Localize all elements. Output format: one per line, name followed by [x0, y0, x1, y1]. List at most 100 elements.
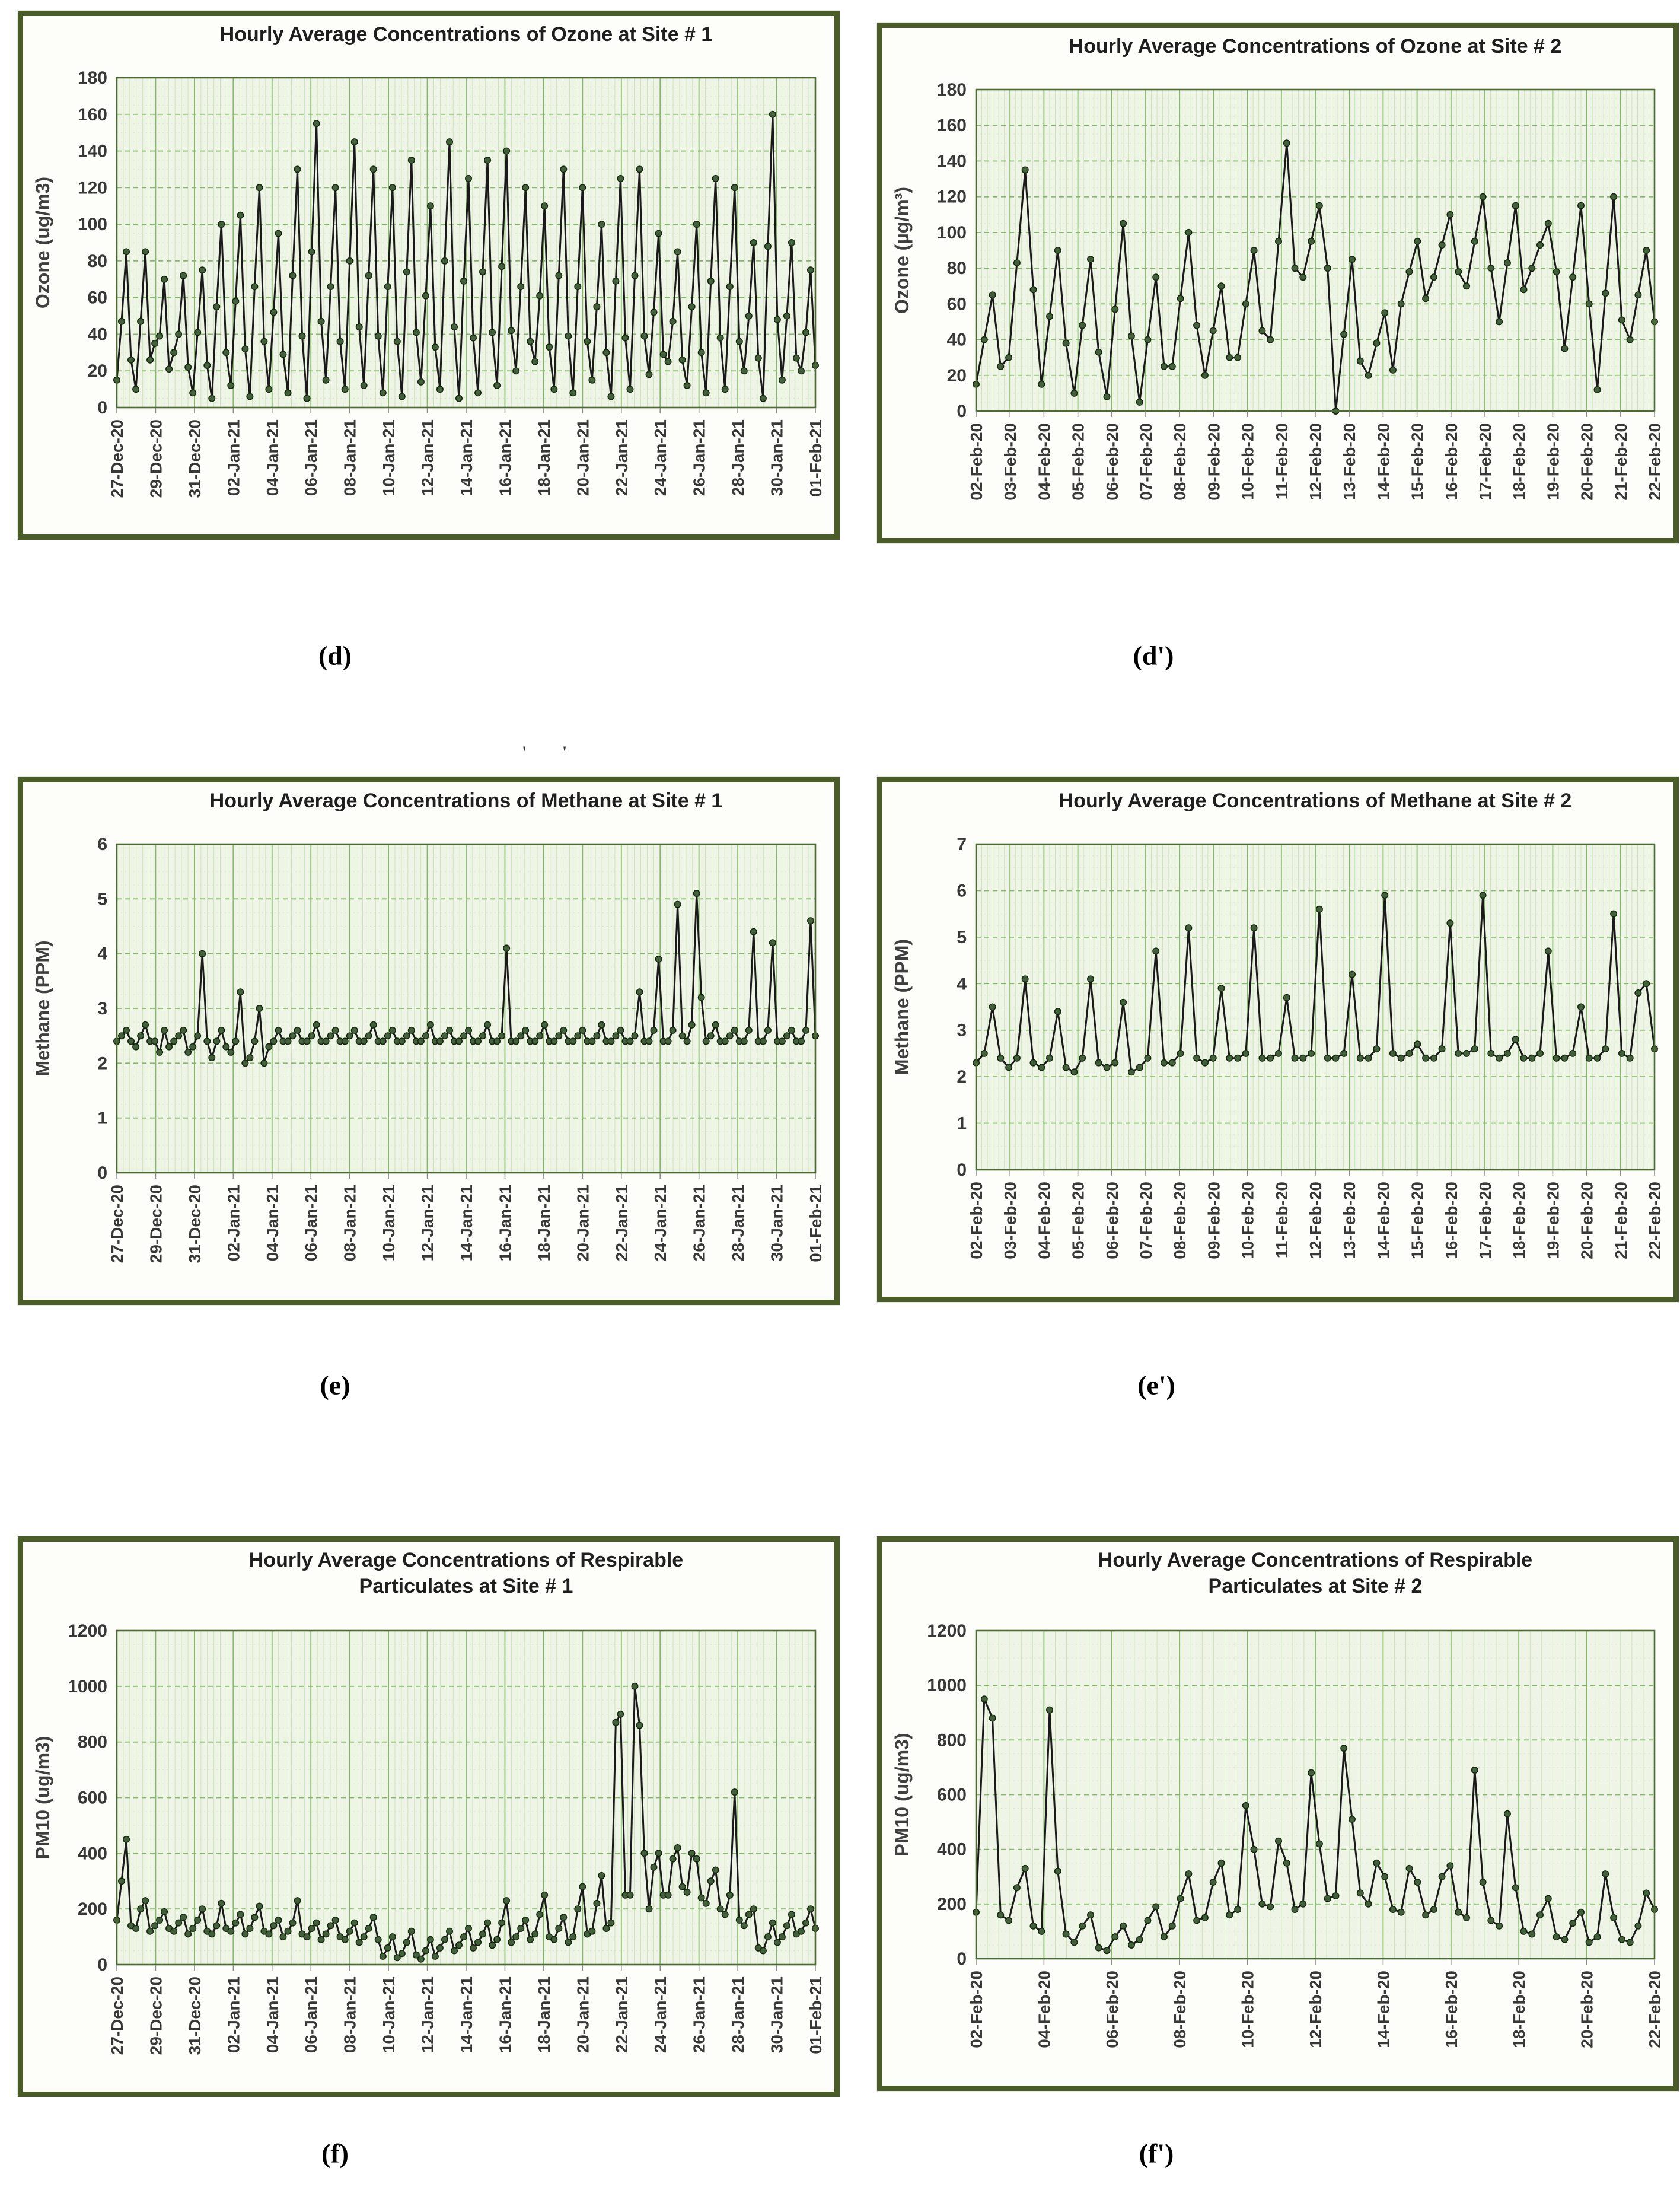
data-point [346, 1927, 353, 1935]
svg-text:22-Jan-21: 22-Jan-21 [613, 419, 631, 496]
data-point [270, 308, 278, 316]
data-point [331, 1916, 339, 1924]
data-point [260, 338, 268, 345]
data-point [241, 1059, 249, 1067]
data-point [1315, 905, 1323, 913]
data-point [170, 1037, 178, 1045]
data-point [773, 1939, 781, 1946]
data-point [388, 1026, 396, 1034]
data-point [750, 238, 757, 246]
data-point [1553, 268, 1560, 276]
data-point [769, 939, 776, 947]
data-point [574, 1905, 582, 1913]
data-point [1168, 1922, 1176, 1930]
data-point [726, 283, 734, 291]
data-point [251, 1914, 259, 1921]
data-point [650, 308, 658, 316]
data-point [1618, 316, 1625, 324]
svg-text:27-Dec-20: 27-Dec-20 [108, 1976, 126, 2055]
svg-text:14-Jan-21: 14-Jan-21 [457, 1185, 476, 1261]
data-point [503, 944, 511, 952]
data-point [1274, 1049, 1282, 1057]
data-point [1422, 1054, 1430, 1062]
data-point [731, 1026, 738, 1034]
data-point [1503, 1049, 1511, 1057]
y-axis-label: Ozone (ug/m3) [32, 177, 53, 308]
data-point [1299, 1900, 1307, 1908]
data-point [792, 354, 800, 362]
data-point [322, 1037, 330, 1045]
data-point [1455, 268, 1462, 276]
data-point [194, 1916, 202, 1924]
data-point [1029, 286, 1037, 294]
data-point [189, 1043, 197, 1051]
data-point [441, 1032, 448, 1040]
svg-text:29-Dec-20: 29-Dec-20 [146, 419, 165, 498]
data-point [464, 174, 472, 182]
data-point [778, 376, 786, 384]
data-point [678, 356, 686, 364]
data-point [341, 1936, 349, 1943]
data-point [493, 381, 501, 389]
svg-text:17-Feb-20: 17-Feb-20 [1476, 423, 1494, 501]
data-point [1626, 1054, 1634, 1062]
data-point [1267, 336, 1274, 343]
y-axis-ticks: 0 1 2 3 4 5 6 7 [957, 835, 967, 1180]
data-point [697, 1894, 705, 1902]
data-point [1291, 265, 1299, 272]
data-point [1430, 1905, 1437, 1913]
svg-text:11-Feb-20: 11-Feb-20 [1273, 1182, 1291, 1258]
data-point [1561, 1936, 1569, 1943]
svg-text:30-Jan-21: 30-Jan-21 [768, 1185, 786, 1261]
data-point [1544, 1895, 1552, 1902]
svg-text:5: 5 [97, 889, 107, 909]
svg-text:180: 180 [78, 68, 107, 88]
svg-text:600: 600 [937, 1785, 967, 1805]
data-point [1389, 1905, 1397, 1913]
y-axis-label: Methane (PPM) [891, 939, 913, 1075]
data-point [659, 351, 667, 358]
svg-text:06-Feb-20: 06-Feb-20 [1103, 1971, 1121, 2048]
svg-text:04-Jan-21: 04-Jan-21 [263, 419, 282, 496]
svg-text:Hourly Average Concentrations: Hourly Average Concentrations of Ozone a… [220, 23, 713, 46]
data-point [716, 334, 724, 342]
svg-text:160: 160 [937, 116, 967, 135]
data-point [1544, 219, 1552, 227]
data-point [1561, 345, 1569, 352]
data-point [1643, 246, 1650, 254]
data-point [726, 1891, 734, 1899]
data-point [1103, 393, 1111, 400]
chart-title: Hourly Average Concentrations of Methane… [1059, 790, 1572, 812]
data-point [764, 1026, 772, 1034]
svg-text:Hourly Average Concentrations: Hourly Average Concentrations of Methane… [210, 790, 723, 812]
data-point [232, 1919, 240, 1927]
data-point [374, 1936, 382, 1943]
data-point [1405, 1049, 1413, 1057]
data-point [1348, 970, 1356, 978]
svg-text:40: 40 [947, 330, 967, 350]
figure-label-f: (f) [321, 2138, 349, 2169]
data-point [1021, 166, 1029, 174]
data-point [1487, 1049, 1495, 1057]
data-point [1397, 1054, 1405, 1062]
svg-text:14-Jan-21: 14-Jan-21 [457, 419, 476, 496]
data-point [788, 238, 795, 246]
svg-text:15-Feb-20: 15-Feb-20 [1408, 1182, 1427, 1259]
data-point [360, 1037, 368, 1045]
data-point [517, 1924, 525, 1932]
data-point [1643, 980, 1650, 988]
data-point [721, 1037, 729, 1045]
data-point [750, 1905, 757, 1913]
data-point [645, 371, 653, 378]
svg-text:04-Feb-20: 04-Feb-20 [1035, 1971, 1053, 2048]
data-point [1242, 300, 1249, 308]
data-point [1332, 1054, 1340, 1062]
svg-text:80: 80 [947, 259, 967, 278]
data-point [393, 1954, 401, 1962]
data-point [156, 1048, 164, 1056]
data-point [1029, 1922, 1037, 1930]
data-point [1405, 268, 1413, 276]
data-point [1446, 211, 1454, 218]
svg-text:Hourly Average Concentrations: Hourly Average Concentrations of Respira… [1098, 1549, 1532, 1571]
data-point [284, 1927, 292, 1935]
